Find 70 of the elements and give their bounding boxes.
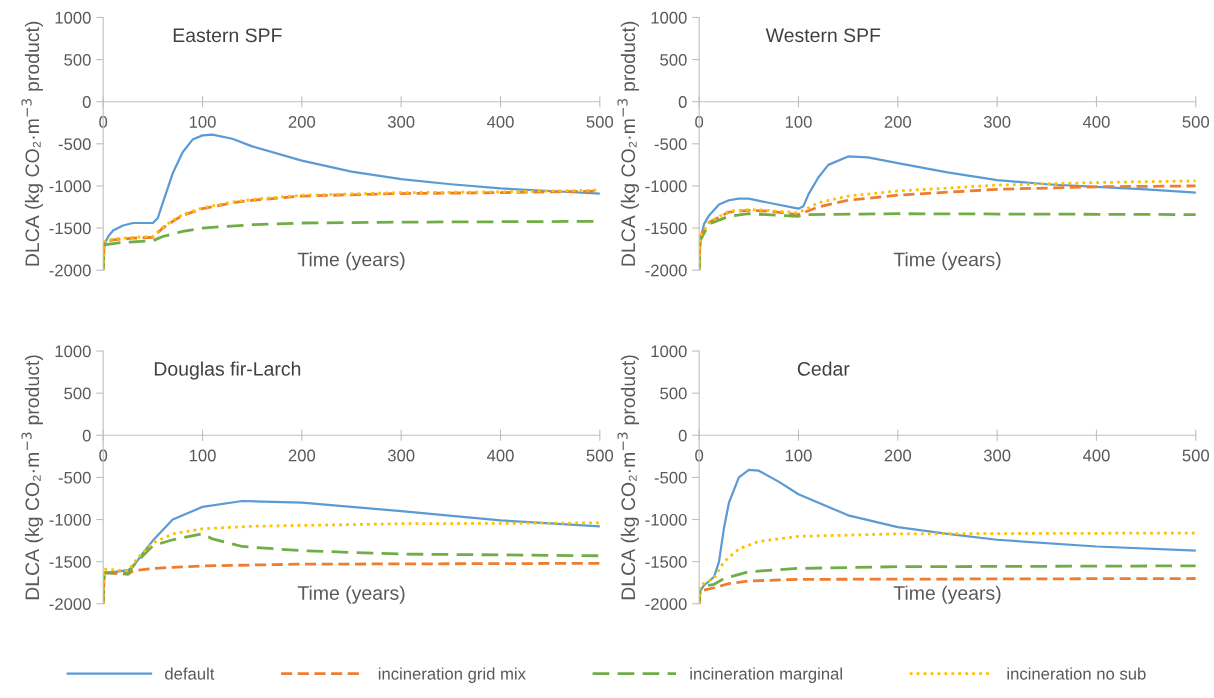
y-tick-label: -2000 [49, 264, 91, 277]
y-tick-label: 0 [678, 96, 687, 108]
x-tick-label: 100 [189, 449, 216, 462]
y-tick-label: -1500 [49, 556, 91, 568]
x-axis-title: Time (years) [297, 585, 405, 604]
y-tick-label: 500 [64, 53, 91, 66]
y-tick-label: -500 [58, 138, 91, 151]
legend-label: incineration grid mix [378, 667, 526, 683]
x-tick-label: 200 [884, 116, 912, 128]
x-axis-title: Time (years) [893, 585, 1001, 604]
x-tick-label: 500 [1182, 116, 1210, 128]
y-tick-label: -500 [654, 471, 687, 484]
y-tick-label: -1000 [49, 180, 91, 193]
x-tick-label: 500 [586, 116, 614, 128]
y-tick-label: 1000 [651, 345, 687, 358]
y-tick-label: -500 [654, 138, 687, 151]
x-tick-label: 400 [1082, 116, 1110, 128]
chart-title: Cedar [797, 361, 850, 376]
y-tick-label: -1500 [645, 556, 687, 568]
x-axis-title: Time (years) [297, 252, 405, 271]
y-tick-label: 0 [678, 429, 687, 442]
y-tick-label: 1000 [55, 11, 91, 24]
x-tick-label: 300 [983, 449, 1011, 462]
x-tick-label: 500 [586, 449, 614, 462]
x-tick-label: 200 [288, 449, 316, 462]
y-tick-label: -1000 [49, 513, 91, 526]
y-tick-label: -1500 [645, 222, 687, 235]
x-tick-label: 200 [288, 116, 316, 128]
x-tick-label: 100 [785, 449, 812, 462]
x-tick-label: 300 [387, 449, 415, 462]
x-tick-label: 400 [1082, 449, 1110, 462]
y-tick-label: -2000 [645, 264, 687, 277]
x-tick-label: 400 [486, 116, 514, 128]
y-tick-label: -2000 [49, 598, 91, 610]
x-tick-label: 500 [1182, 449, 1210, 462]
x-tick-label: 200 [884, 449, 912, 462]
y-tick-label: 500 [64, 387, 91, 400]
y-tick-label: 500 [660, 53, 687, 66]
y-axis-title: DLCA (kg CO₂·m$^{−3}$ product) [617, 21, 639, 266]
x-tick-label: 0 [695, 116, 704, 128]
x-tick-label: 0 [695, 449, 704, 462]
x-tick-label: 0 [99, 449, 108, 462]
chart-title: Eastern SPF [173, 28, 282, 43]
y-axis-title: DLCA (kg CO₂·m$^{−3}$ product) [21, 355, 44, 600]
legend-label: incineration no sub [1007, 667, 1146, 680]
x-axis-title: Time (years) [893, 252, 1001, 271]
x-tick-label: 100 [785, 116, 812, 128]
y-tick-label: 0 [82, 96, 91, 108]
x-tick-label: 400 [486, 449, 514, 462]
line-series [699, 531, 1196, 604]
x-tick-label: 300 [387, 116, 415, 128]
text: Douglas fir-Larch [154, 361, 301, 380]
y-tick-label: -2000 [645, 598, 687, 610]
y-tick-label: 1000 [55, 345, 91, 358]
y-axis-title: DLCA (kg CO₂·m$^{−3}$ product) [617, 355, 639, 600]
x-tick-label: 0 [99, 116, 108, 128]
y-tick-label: 500 [660, 387, 687, 400]
y-tick-label: -1500 [49, 222, 91, 235]
y-tick-label: -500 [58, 471, 91, 484]
line-series [699, 564, 1196, 604]
legend-label: default [165, 667, 215, 680]
x-tick-label: 100 [189, 116, 216, 128]
y-axis-title: DLCA (kg CO₂·m$^{−3}$ product) [21, 21, 44, 266]
y-tick-label: 1000 [651, 11, 687, 24]
chart-title: Western SPF [765, 28, 881, 43]
y-tick-label: 0 [82, 429, 91, 442]
y-tick-label: -1000 [645, 180, 687, 193]
x-tick-label: 300 [983, 116, 1011, 128]
y-tick-label: -1000 [645, 513, 687, 526]
legend-label: incineration marginal [690, 667, 842, 683]
